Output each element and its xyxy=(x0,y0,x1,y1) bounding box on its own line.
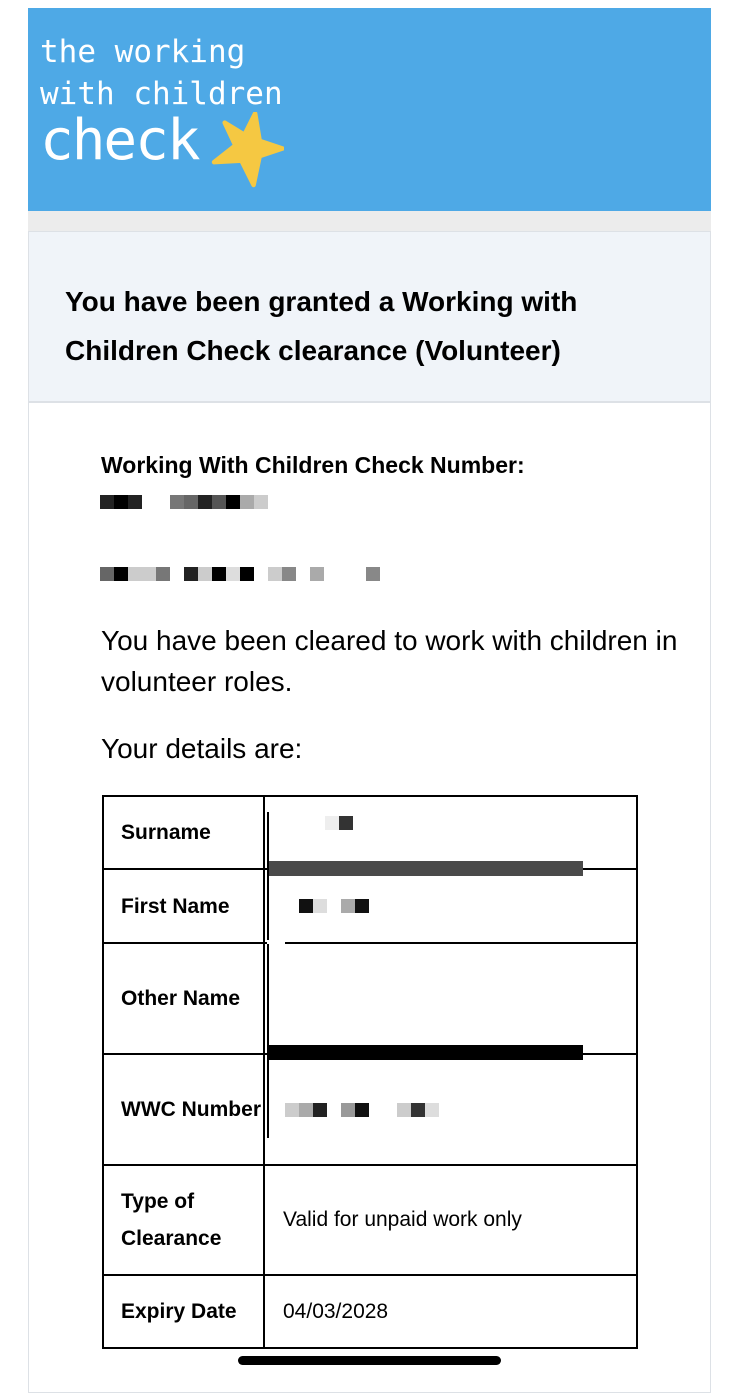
redaction-pixel xyxy=(352,567,366,581)
redaction-pixel xyxy=(212,567,226,581)
redaction-pixel xyxy=(282,567,296,581)
table-row: Other Name xyxy=(102,942,638,1055)
redaction-pixel xyxy=(170,495,184,509)
expiry-date-label: Expiry Date xyxy=(102,1274,265,1349)
redaction-pixel xyxy=(184,567,198,581)
table-row: Type of Clearance Valid for unpaid work o… xyxy=(102,1164,638,1276)
wwc-number-value xyxy=(263,1053,638,1166)
redaction-gap xyxy=(267,940,285,944)
redaction-pixel xyxy=(128,567,142,581)
redaction-pixel xyxy=(341,1102,355,1117)
other-name-value xyxy=(263,942,638,1055)
surname-label: Surname xyxy=(102,795,265,870)
logo-text-line3: check xyxy=(40,108,201,173)
redaction-pixel xyxy=(114,567,128,581)
details-table: Surname First Name Other Name WWC Number… xyxy=(102,795,638,1349)
redaction-pixel xyxy=(268,567,282,581)
redaction-pixel xyxy=(325,815,339,830)
redaction-pixel xyxy=(313,1102,327,1117)
redaction-pixel xyxy=(198,567,212,581)
redaction-pixel xyxy=(411,1102,425,1117)
card-header: You have been granted a Working with Chi… xyxy=(29,232,710,403)
logo-banner: the working with children check xyxy=(28,8,711,211)
logo-text-line2: with children xyxy=(40,76,283,112)
redaction-pixel xyxy=(324,567,338,581)
table-row: Expiry Date 04/03/2028 xyxy=(102,1274,638,1349)
redaction-pixel xyxy=(142,495,156,509)
table-row: First Name xyxy=(102,868,638,944)
redaction-pixel xyxy=(184,495,198,509)
other-name-label: Other Name xyxy=(102,942,265,1055)
redaction-pixel xyxy=(313,899,327,913)
redaction-pixel xyxy=(254,567,268,581)
table-row: Surname xyxy=(102,795,638,870)
redaction-pixel xyxy=(254,495,268,509)
redaction-pixel xyxy=(170,567,184,581)
check-number-label: Working With Children Check Number: xyxy=(101,452,525,478)
redaction-pixel xyxy=(310,567,324,581)
redaction-pixel xyxy=(355,899,369,913)
page-title: You have been granted a Working with Chi… xyxy=(65,286,578,366)
redaction-pixel xyxy=(299,899,313,913)
expiry-date-value: 04/03/2028 xyxy=(263,1274,638,1349)
redaction-pixel xyxy=(156,495,170,509)
redaction-pixel xyxy=(285,1102,299,1117)
clearance-type-label: Type of Clearance xyxy=(102,1164,265,1276)
notification-card: You have been granted a Working with Chi… xyxy=(28,231,711,1393)
redaction-pixel xyxy=(198,495,212,509)
redacted-check-number xyxy=(100,495,268,509)
redaction-bar xyxy=(269,1045,583,1060)
redaction-pixel xyxy=(100,495,114,509)
redaction-pixel xyxy=(327,1102,341,1117)
redaction-pixel xyxy=(240,495,254,509)
redaction-pixel xyxy=(226,567,240,581)
redaction-pixel xyxy=(114,495,128,509)
redaction-pixel xyxy=(341,899,355,913)
redaction-pixel xyxy=(296,567,310,581)
wwc-number-label: WWC Number xyxy=(102,1053,265,1166)
redaction-pixel xyxy=(338,567,352,581)
redacted-text xyxy=(100,567,380,581)
redaction-pixel xyxy=(397,1102,411,1117)
redaction-pixel xyxy=(299,1102,313,1117)
redaction-pixel xyxy=(383,1102,397,1117)
redaction-line xyxy=(267,812,269,1138)
redaction-pixel xyxy=(100,567,114,581)
redaction-pixel xyxy=(212,495,226,509)
redaction-pixel xyxy=(128,495,142,509)
star-icon xyxy=(211,112,284,188)
redaction-bar xyxy=(269,861,583,876)
redaction-pixel xyxy=(240,567,254,581)
redaction-pixel xyxy=(425,1102,439,1117)
redaction-pixel xyxy=(142,567,156,581)
redaction-pixel xyxy=(369,1102,383,1117)
home-indicator[interactable] xyxy=(238,1356,501,1365)
details-intro: Your details are: xyxy=(101,733,303,764)
clearance-type-value: Valid for unpaid work only xyxy=(263,1164,638,1276)
redaction-pixel xyxy=(355,1102,369,1117)
redaction-pixel xyxy=(366,567,380,581)
redaction-pixel xyxy=(226,495,240,509)
redaction-pixel xyxy=(156,567,170,581)
divider xyxy=(28,211,711,231)
first-name-value xyxy=(263,868,638,944)
first-name-label: First Name xyxy=(102,868,265,944)
redaction-pixel xyxy=(327,899,341,913)
logo-text-line1: the working xyxy=(40,34,246,70)
surname-value xyxy=(263,795,638,870)
table-row: WWC Number xyxy=(102,1053,638,1166)
cleared-text: You have been cleared to work with child… xyxy=(101,625,678,697)
redaction-pixel xyxy=(339,815,353,830)
